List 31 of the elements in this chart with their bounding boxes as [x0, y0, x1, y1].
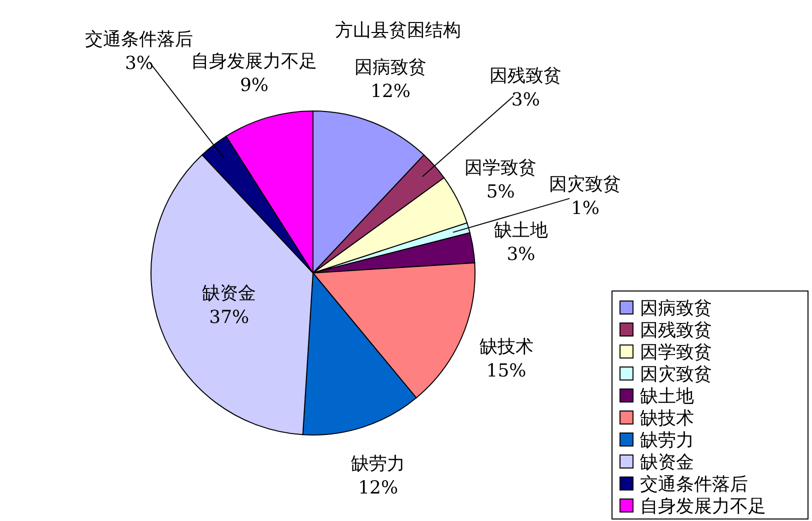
- slice-label: 自身发展力不足: [191, 50, 318, 72]
- legend-label: 因学致贫: [640, 342, 712, 363]
- legend-label: 缺技术: [640, 408, 694, 429]
- legend-label: 缺资金: [640, 452, 694, 473]
- slice-label: 缺劳力: [351, 453, 406, 474]
- slice-label: 因残致贫: [490, 66, 562, 87]
- slice-label: 缺技术: [479, 336, 534, 358]
- slice-label: 因学致贫: [464, 157, 537, 178]
- data-label: 1%: [570, 198, 600, 219]
- data-label: 12%: [358, 477, 398, 498]
- data-label: 9%: [240, 74, 269, 96]
- legend-label: 因病致贫: [640, 298, 712, 319]
- legend-label: 因残致贫: [640, 320, 712, 341]
- data-label: 15%: [486, 360, 526, 382]
- data-label: 12%: [370, 81, 411, 102]
- slice-label: 交通条件落后: [85, 28, 194, 50]
- chart-title: 方山县贫困结构: [335, 20, 461, 41]
- data-label: 37%: [209, 307, 250, 328]
- slice-label: 因灾致贫: [549, 174, 622, 195]
- slice-label: 因病致贫: [354, 57, 427, 78]
- legend-label: 因灾致贫: [640, 364, 712, 385]
- slice-label: 缺资金: [202, 283, 256, 304]
- slice-label: 缺土地: [494, 220, 548, 242]
- legend-label: 自身发展力不足: [640, 496, 766, 517]
- data-label: 3%: [506, 244, 536, 266]
- legend-label: 交通条件落后: [640, 474, 748, 495]
- data-label: 5%: [486, 181, 515, 202]
- data-label: 3%: [511, 90, 540, 111]
- legend-label: 缺土地: [640, 386, 694, 407]
- data-label: 3%: [124, 52, 154, 74]
- legend-label: 缺劳力: [640, 430, 694, 451]
